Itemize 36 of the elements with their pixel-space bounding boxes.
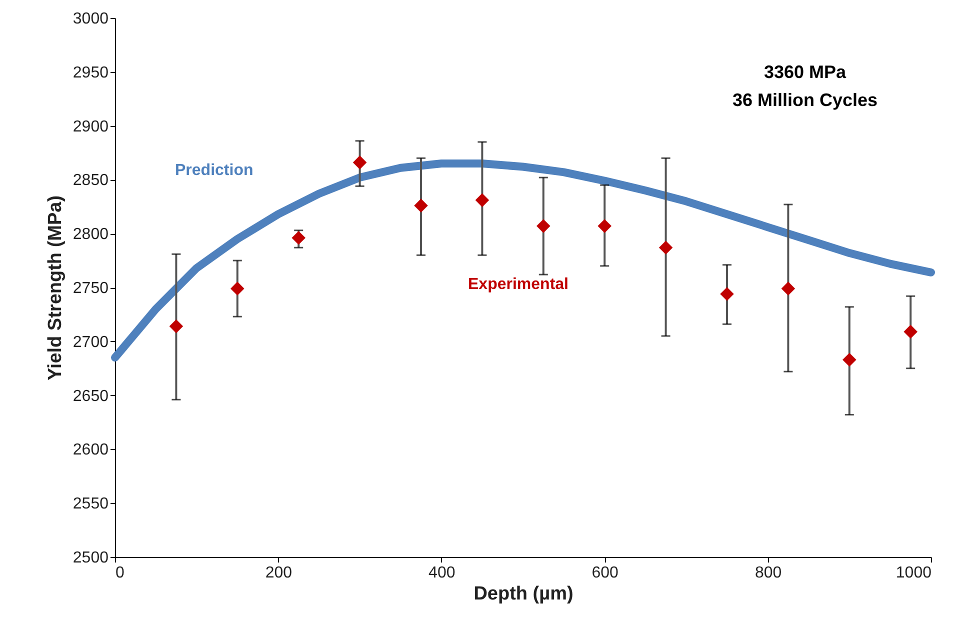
- point: [658, 240, 673, 255]
- point: [169, 319, 184, 334]
- point: [230, 282, 244, 296]
- y-tick-label: 2650: [72, 388, 109, 405]
- x-tick-label: 1000: [896, 564, 932, 582]
- y-tick-label: 2900: [72, 118, 109, 136]
- annotation: 3360 MPa: [764, 62, 848, 82]
- point: [720, 287, 734, 301]
- point: [475, 193, 490, 208]
- point: [292, 231, 306, 245]
- point: [536, 219, 550, 233]
- annotation: 36 Million Cycles: [732, 90, 878, 110]
- x-axis-title: Depth (µm): [474, 584, 574, 604]
- x-tick-label: 600: [592, 564, 619, 582]
- x-tick-label: 0: [116, 564, 124, 582]
- y-tick-label: 3000: [72, 10, 109, 28]
- y-tick-label: 2550: [72, 496, 109, 513]
- point: [781, 282, 796, 296]
- y-tick-label: 2750: [72, 280, 109, 297]
- y-tick-label: 2600: [72, 442, 109, 459]
- y-tick-label: 2500: [72, 550, 109, 566]
- y-tick-label: 2850: [72, 172, 109, 190]
- point: [414, 198, 428, 212]
- x-tick-label: 800: [754, 564, 782, 582]
- x-tick-label: 200: [265, 564, 292, 582]
- text: Experimental: [468, 276, 568, 293]
- text: Prediction: [175, 162, 254, 179]
- y-tick-label: 2800: [72, 226, 109, 244]
- point: [842, 352, 856, 367]
- y-tick-label: 2950: [72, 64, 109, 82]
- point: [904, 324, 918, 339]
- y-axis-title: Yield Strength (MPa): [44, 195, 66, 381]
- point: [598, 219, 612, 233]
- y-tick-label: 2700: [72, 334, 109, 351]
- point: [352, 156, 367, 170]
- x-tick-label: 400: [428, 564, 456, 582]
